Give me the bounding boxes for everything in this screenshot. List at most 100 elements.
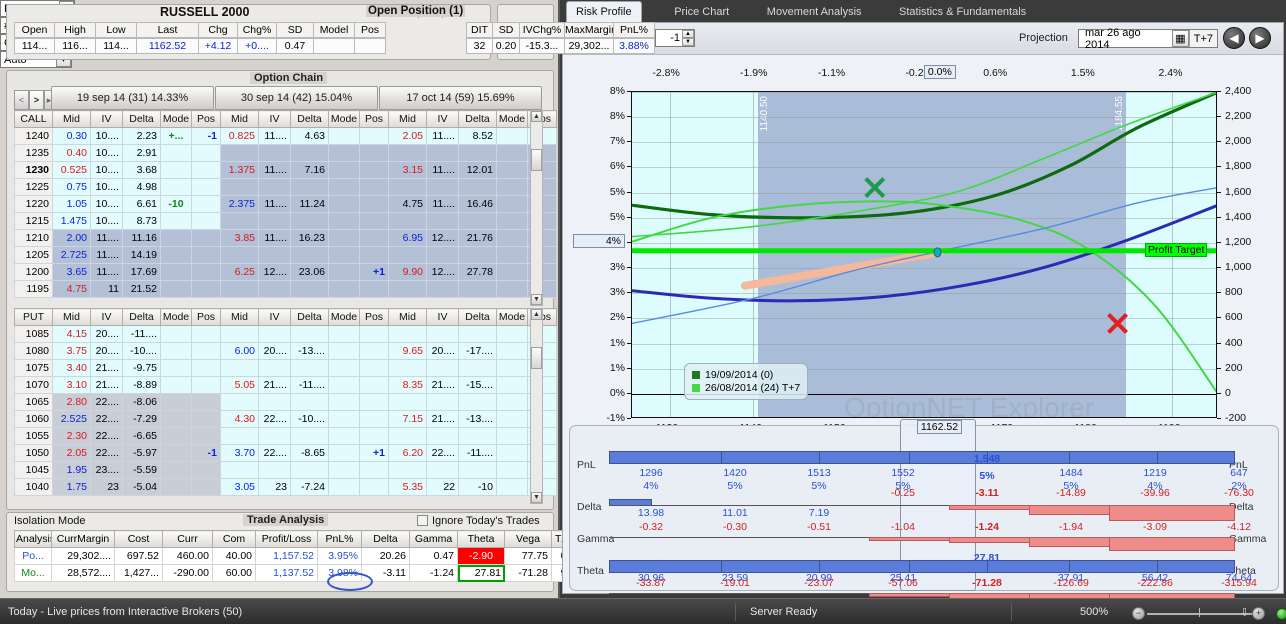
zoom-slider-handle[interactable]: ⇩	[1240, 606, 1250, 619]
chain-cell[interactable]	[160, 212, 192, 230]
chain-cell[interactable]: +1	[359, 444, 389, 462]
chain-cell[interactable]: 10....	[90, 161, 123, 179]
table-row[interactable]: 1220 1.05 10.... 6.61 -10 2.375 11.... 11.24 4.7…	[14, 195, 557, 213]
chain-cell[interactable]	[426, 359, 459, 377]
call-chain-table[interactable]: CALL Mid IV Delta Mode Pos Mid IV Delta Mode Pos Mi…	[14, 110, 557, 298]
next-projection-button[interactable]: ▶	[1249, 27, 1271, 49]
chain-cell[interactable]	[426, 461, 459, 479]
chain-cell[interactable]	[359, 427, 389, 445]
chain-cell[interactable]: 7.15	[388, 410, 427, 428]
chain-cell[interactable]: 11.16	[122, 229, 161, 247]
chain-col-header[interactable]: IV	[426, 308, 459, 326]
chain-cell[interactable]	[328, 393, 360, 411]
chain-cell[interactable]	[160, 410, 192, 428]
chain-cell[interactable]	[458, 246, 497, 264]
chain-col-header[interactable]: Delta	[458, 308, 497, 326]
chain-cell[interactable]	[328, 144, 360, 162]
chain-cell[interactable]	[258, 246, 291, 264]
chain-cell[interactable]: 23	[90, 478, 123, 496]
chain-cell[interactable]: 23.06	[290, 263, 329, 281]
chain-col-header[interactable]: IV	[90, 110, 123, 128]
chain-cell[interactable]: 2.00	[52, 229, 91, 247]
chain-cell[interactable]	[160, 359, 192, 377]
chain-cell[interactable]: 2.05	[388, 127, 427, 145]
strike-cell[interactable]: 1085	[14, 325, 53, 343]
chain-cell[interactable]	[496, 144, 528, 162]
chain-cell[interactable]: 16.23	[290, 229, 329, 247]
chain-cell[interactable]: -1	[191, 127, 221, 145]
chain-cell[interactable]	[258, 325, 291, 343]
ta-col-header[interactable]: Com	[212, 530, 256, 548]
table-row[interactable]: 1075 3.40 21.... -9.75	[14, 359, 557, 377]
chain-cell[interactable]: 20....	[258, 342, 291, 360]
chain-cell[interactable]	[388, 359, 427, 377]
ta-col-header[interactable]: PnL%	[317, 530, 362, 548]
chain-cell[interactable]	[388, 325, 427, 343]
chain-cell[interactable]: -11....	[290, 376, 329, 394]
zoom-slider-track[interactable]	[1147, 612, 1257, 615]
chain-cell[interactable]: 9.65	[388, 342, 427, 360]
ta-col-header[interactable]: Analysis	[14, 530, 52, 548]
chain-cell[interactable]: 11....	[258, 127, 291, 145]
ta-col-header[interactable]: Gamma	[409, 530, 458, 548]
chain-cell[interactable]	[496, 178, 528, 196]
chain-cell[interactable]	[496, 263, 528, 281]
chain-cell[interactable]: 10....	[90, 195, 123, 213]
chain-cell[interactable]: 10....	[90, 127, 123, 145]
chain-cell[interactable]: 12....	[426, 263, 459, 281]
tab-risk-profile[interactable]: Risk Profile	[566, 1, 642, 22]
chain-cell[interactable]: 22....	[426, 444, 459, 462]
chain-cell[interactable]	[359, 195, 389, 213]
expiration-header-2[interactable]: 30 sep 14 (42) 15.04%	[215, 86, 378, 110]
chain-cell[interactable]	[191, 410, 221, 428]
chain-cell[interactable]	[359, 144, 389, 162]
table-row[interactable]: 1200 3.65 11.... 17.69 6.25 12.... 23.06 +1 9.90…	[14, 263, 557, 281]
call-scrollbar[interactable]: ▲ ▼	[530, 110, 543, 306]
chain-cell[interactable]	[220, 461, 259, 479]
chain-cell[interactable]	[258, 393, 291, 411]
strike-cell[interactable]: 1195	[14, 280, 53, 298]
chain-cell[interactable]	[191, 478, 221, 496]
chain-cell[interactable]: -8.65	[290, 444, 329, 462]
chain-cell[interactable]: -5.04	[122, 478, 161, 496]
table-row[interactable]: 1060 2.525 22.... -7.29 4.30 22.... -10.... 7.1…	[14, 410, 557, 428]
chain-cell[interactable]	[328, 444, 360, 462]
put-scrollbar[interactable]: ▲ ▼	[530, 308, 543, 504]
chain-cell[interactable]	[496, 342, 528, 360]
volatility-adjust-stepper[interactable]: -1 ▲ ▼	[655, 29, 695, 47]
chain-col-header[interactable]: Pos	[191, 110, 221, 128]
chain-cell[interactable]	[458, 461, 497, 479]
chain-cell[interactable]	[496, 478, 528, 496]
chain-cell[interactable]	[191, 427, 221, 445]
expiry-nav[interactable]: < > ▸	[14, 90, 54, 110]
chain-cell[interactable]	[458, 393, 497, 411]
chain-col-header[interactable]: Mid	[220, 308, 259, 326]
chain-cell[interactable]	[496, 410, 528, 428]
chain-cell[interactable]: 4.75	[52, 280, 91, 298]
chain-cell[interactable]	[359, 161, 389, 179]
chain-cell[interactable]	[160, 229, 192, 247]
chain-cell[interactable]	[191, 393, 221, 411]
chain-cell[interactable]	[359, 229, 389, 247]
chain-cell[interactable]: 7.16	[290, 161, 329, 179]
strike-cell[interactable]: 1050	[14, 444, 53, 462]
chain-cell[interactable]: 3.65	[52, 263, 91, 281]
chain-cell[interactable]	[328, 280, 360, 298]
chain-cell[interactable]	[258, 280, 291, 298]
chain-cell[interactable]: 21....	[426, 376, 459, 394]
chain-cell[interactable]	[191, 212, 221, 230]
table-row[interactable]: 1240 0.30 10.... 2.23 +... -1 0.825 11.... 4.63 2…	[14, 127, 557, 145]
ta-col-header[interactable]: Vega	[504, 530, 552, 548]
chain-cell[interactable]: +1	[359, 263, 389, 281]
chain-cell[interactable]: 6.95	[388, 229, 427, 247]
projection-date-box[interactable]: mar 26 ago 2014 ▦ T+7	[1078, 27, 1218, 51]
chain-cell[interactable]: 4.63	[290, 127, 329, 145]
chart-plot-area[interactable]: 1140.50 1184.55 OptionNET Explorer 2013 …	[631, 91, 1217, 418]
chain-cell[interactable]: 23....	[90, 461, 123, 479]
chain-cell[interactable]	[496, 376, 528, 394]
table-row[interactable]: 1065 2.80 22.... -8.06	[14, 393, 557, 411]
chain-col-header[interactable]: Delta	[122, 308, 161, 326]
chain-cell[interactable]	[458, 178, 497, 196]
chain-col-header[interactable]: Delta	[290, 308, 329, 326]
chain-col-header[interactable]: Mid	[388, 110, 427, 128]
